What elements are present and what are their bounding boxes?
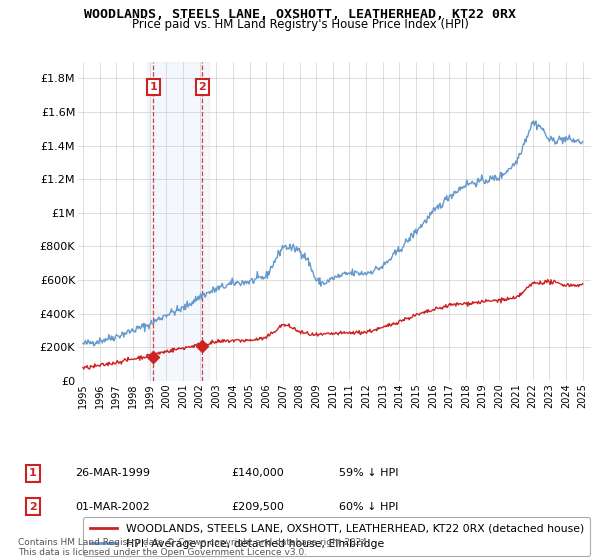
Text: 2: 2 <box>29 502 37 512</box>
Bar <box>147 62 209 381</box>
Text: 59% ↓ HPI: 59% ↓ HPI <box>339 468 398 478</box>
Text: WOODLANDS, STEELS LANE, OXSHOTT, LEATHERHEAD, KT22 0RX: WOODLANDS, STEELS LANE, OXSHOTT, LEATHER… <box>84 8 516 21</box>
Text: Contains HM Land Registry data © Crown copyright and database right 2024.
This d: Contains HM Land Registry data © Crown c… <box>18 538 370 557</box>
Text: 26-MAR-1999: 26-MAR-1999 <box>75 468 150 478</box>
Text: 2: 2 <box>199 82 206 92</box>
Text: Price paid vs. HM Land Registry's House Price Index (HPI): Price paid vs. HM Land Registry's House … <box>131 18 469 31</box>
Legend: WOODLANDS, STEELS LANE, OXSHOTT, LEATHERHEAD, KT22 0RX (detached house), HPI: Av: WOODLANDS, STEELS LANE, OXSHOTT, LEATHER… <box>83 517 590 556</box>
Text: £209,500: £209,500 <box>231 502 284 512</box>
Text: 1: 1 <box>29 468 37 478</box>
Text: £140,000: £140,000 <box>231 468 284 478</box>
Text: 01-MAR-2002: 01-MAR-2002 <box>75 502 150 512</box>
Text: 1: 1 <box>149 82 157 92</box>
Text: 60% ↓ HPI: 60% ↓ HPI <box>339 502 398 512</box>
